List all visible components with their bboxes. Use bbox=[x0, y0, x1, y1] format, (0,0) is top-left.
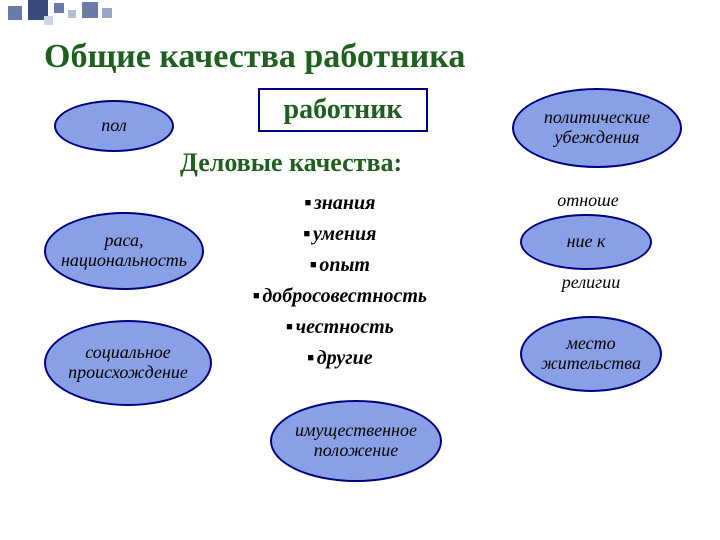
religion-label-bottom: религии bbox=[546, 272, 636, 293]
ellipse-property: имущественное положение bbox=[270, 400, 442, 482]
bullet-item: умения bbox=[200, 219, 480, 250]
bullet-item: опыт bbox=[200, 250, 480, 281]
ellipse-origin: социальное происхождение bbox=[44, 320, 212, 406]
religion-label-top: отноше bbox=[548, 190, 628, 211]
page-title: Общие качества работника bbox=[44, 38, 465, 76]
ellipse-religion: ние к bbox=[520, 214, 652, 270]
ellipse-gender: пол bbox=[54, 100, 174, 152]
ellipse-politics: политические убеждения bbox=[512, 88, 682, 168]
bullet-item: добросовестность bbox=[200, 281, 480, 312]
center-box-worker: работник bbox=[258, 88, 428, 132]
bullet-item: знания bbox=[200, 188, 480, 219]
ellipse-place: место жительства bbox=[520, 316, 662, 392]
decorative-squares bbox=[0, 0, 130, 28]
bullet-item: другие bbox=[200, 343, 480, 374]
bullet-item: честность bbox=[200, 312, 480, 343]
bullet-list: знания умения опыт добросовестность чест… bbox=[200, 188, 480, 374]
subtitle: Деловые качества: bbox=[180, 148, 402, 178]
ellipse-race: раса, национальность bbox=[44, 212, 204, 290]
